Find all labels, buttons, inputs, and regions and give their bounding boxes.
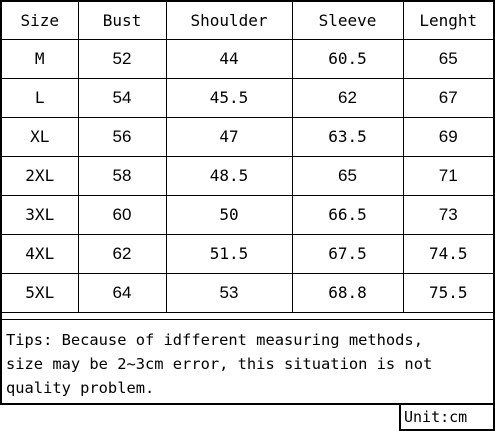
cell-length: 69 [402, 116, 493, 157]
cell-sleeve: 63.5 [291, 116, 404, 157]
cell-size: 2XL [2, 155, 79, 196]
cell-shoulder: 48.5 [165, 155, 293, 196]
table-row: 2XL 58 48.5 65 71 [2, 155, 493, 196]
tips-line: quality problem. [6, 379, 155, 397]
header-size: Size [2, 2, 79, 40]
cell-bust: 58 [77, 155, 167, 196]
cell-sleeve: 60.5 [291, 38, 404, 79]
cell-size: 4XL [2, 233, 79, 274]
cell-length: 67 [402, 77, 493, 118]
header-shoulder: Shoulder [165, 2, 293, 40]
cell-shoulder: 45.5 [165, 77, 293, 118]
header-length: Lenght [402, 2, 493, 40]
table-row: XL 56 47 63.5 69 [2, 116, 493, 157]
cell-bust: 62 [77, 233, 167, 274]
cell-size: L [2, 77, 79, 118]
table-row: 3XL 60 50 66.5 73 [2, 194, 493, 235]
cell-length: 65 [402, 38, 493, 79]
tips-line: Tips: Because of idfferent measuring met… [6, 331, 423, 349]
cell-sleeve: 68.8 [291, 272, 404, 313]
cell-length: 75.5 [402, 272, 493, 313]
cell-length: 74.5 [402, 233, 493, 274]
cell-length: 71 [402, 155, 493, 196]
header-bust: Bust [77, 2, 167, 40]
cell-bust: 56 [77, 116, 167, 157]
cell-shoulder: 44 [165, 38, 293, 79]
cell-size: M [2, 38, 79, 79]
cell-length: 73 [402, 194, 493, 235]
cell-bust: 54 [77, 77, 167, 118]
table-row: L 54 45.5 62 67 [2, 77, 493, 118]
cell-bust: 52 [77, 38, 167, 79]
cell-bust: 64 [77, 272, 167, 313]
size-chart: Size Bust Shoulder Sleeve Lenght M 52 44… [0, 0, 495, 405]
tips-line: size may be 2~3cm error, this situation … [6, 355, 433, 373]
cell-sleeve: 65 [291, 155, 404, 196]
cell-size: 3XL [2, 194, 79, 235]
cell-bust: 60 [77, 194, 167, 235]
header-sleeve: Sleeve [291, 2, 404, 40]
cell-shoulder: 51.5 [165, 233, 293, 274]
table-row: M 52 44 60.5 65 [2, 38, 493, 79]
cell-sleeve: 62 [291, 77, 404, 118]
cell-shoulder: 47 [165, 116, 293, 157]
table-row: 4XL 62 51.5 67.5 74.5 [2, 233, 493, 274]
cell-sleeve: 66.5 [291, 194, 404, 235]
tips-note: Tips: Because of idfferent measuring met… [2, 319, 493, 405]
size-table: Size Bust Shoulder Sleeve Lenght M 52 44… [2, 2, 493, 313]
cell-shoulder: 50 [165, 194, 293, 235]
table-row: 5XL 64 53 68.8 75.5 [2, 272, 493, 313]
table-header-row: Size Bust Shoulder Sleeve Lenght [2, 2, 493, 40]
unit-label: Unit:cm [399, 405, 495, 431]
cell-size: XL [2, 116, 79, 157]
cell-sleeve: 67.5 [291, 233, 404, 274]
cell-size: 5XL [2, 272, 79, 313]
cell-shoulder: 53 [165, 272, 293, 313]
